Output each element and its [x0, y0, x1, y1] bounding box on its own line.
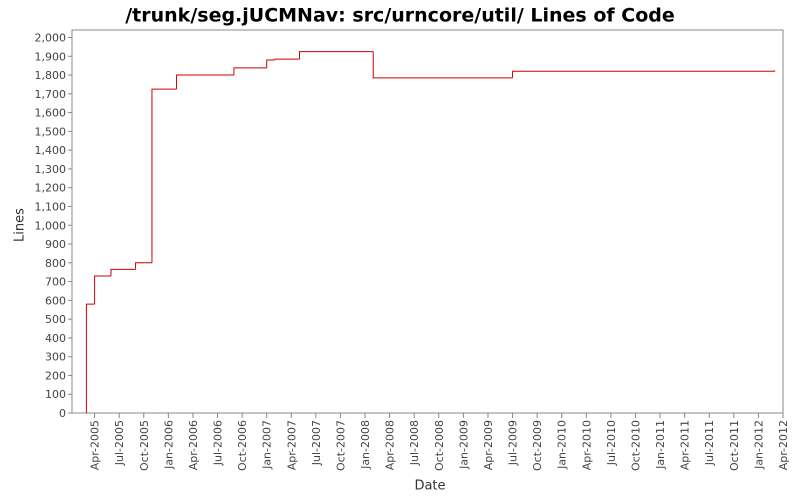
- y-tick-label: 1,800: [35, 69, 67, 82]
- y-tick-label: 0: [59, 407, 66, 420]
- x-tick-label: Jan-2011: [654, 420, 667, 470]
- y-tick-label: 200: [45, 369, 66, 382]
- y-tick-label: 300: [45, 351, 66, 364]
- step-segment: [512, 70, 775, 78]
- y-tick-label: 1,000: [35, 219, 67, 232]
- x-tick-label: Apr-2011: [679, 420, 692, 470]
- x-tick-label: Oct-2009: [531, 420, 544, 471]
- y-tick-label: 500: [45, 313, 66, 326]
- step-segment: [176, 74, 234, 90]
- step-segment: [298, 51, 374, 60]
- y-tick-label: 1,900: [35, 50, 67, 63]
- x-tick-label: Oct-2006: [236, 420, 249, 471]
- step-segment: [233, 67, 267, 76]
- x-tick-label: Oct-2010: [629, 420, 642, 471]
- x-tick-label: Jul-2009: [507, 420, 520, 466]
- chart-title: /trunk/seg.jUCMNav: src/urncore/util/ Li…: [125, 5, 675, 27]
- y-tick-label: 1,400: [35, 144, 67, 157]
- x-tick-label: Jul-2008: [408, 420, 421, 466]
- x-tick-label: Oct-2005: [138, 420, 151, 471]
- step-segment: [274, 58, 300, 61]
- y-tick-label: 1,200: [35, 182, 67, 195]
- step-segment: [85, 303, 95, 413]
- step-segment: [135, 262, 152, 270]
- x-tick-label: Apr-2007: [285, 420, 298, 470]
- y-tick-label: 1,100: [35, 200, 67, 213]
- x-tick-label: Jan-2008: [359, 420, 372, 470]
- x-tick-label: Jul-2005: [113, 420, 126, 466]
- x-tick-label: Oct-2008: [433, 420, 446, 471]
- x-tick-label: Apr-2006: [187, 420, 200, 470]
- step-segment: [266, 59, 275, 68]
- y-tick-label: 800: [45, 257, 66, 270]
- y-tick-label: 1,600: [35, 107, 67, 120]
- y-tick-label: 2,000: [35, 32, 67, 45]
- y-tick-label: 700: [45, 276, 66, 289]
- x-tick-label: Jul-2007: [310, 420, 323, 466]
- x-tick-label: Jan-2012: [752, 420, 765, 470]
- x-tick-label: Jul-2006: [212, 420, 225, 466]
- y-tick-label: 1,500: [35, 125, 67, 138]
- y-tick-label: 400: [45, 332, 66, 345]
- x-tick-label: Jul-2011: [703, 420, 716, 466]
- x-tick-label: Apr-2005: [89, 420, 102, 470]
- y-tick-label: 600: [45, 294, 66, 307]
- step-segment: [110, 268, 136, 276]
- step-segment: [151, 88, 177, 263]
- x-axis-label: Date: [414, 479, 445, 494]
- x-tick-label: Oct-2007: [334, 420, 347, 471]
- step-segment: [372, 51, 513, 79]
- y-tick-label: 100: [45, 388, 66, 401]
- x-tick-label: Jan-2010: [556, 420, 569, 470]
- y-axis-label: Lines: [13, 208, 28, 242]
- x-tick-label: Apr-2012: [777, 420, 790, 470]
- y-tick-label: 1,300: [35, 163, 67, 176]
- y-tick-label: 900: [45, 238, 66, 251]
- x-tick-label: Jan-2006: [162, 420, 175, 470]
- x-tick-label: Apr-2010: [580, 420, 593, 470]
- plot-area: [71, 29, 784, 414]
- x-tick-label: Apr-2008: [384, 420, 397, 470]
- step-segment: [94, 275, 111, 305]
- x-tick-label: Oct-2011: [728, 420, 741, 471]
- y-tick-label: 1,700: [35, 88, 67, 101]
- x-tick-label: Jan-2009: [457, 420, 470, 470]
- x-tick-label: Jan-2007: [261, 420, 274, 470]
- x-tick-label: Jul-2010: [605, 420, 618, 466]
- x-tick-label: Apr-2009: [482, 420, 495, 470]
